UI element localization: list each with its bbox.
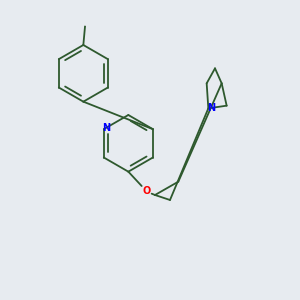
Text: N: N xyxy=(207,103,215,113)
Text: N: N xyxy=(102,123,110,133)
Text: O: O xyxy=(142,186,151,196)
